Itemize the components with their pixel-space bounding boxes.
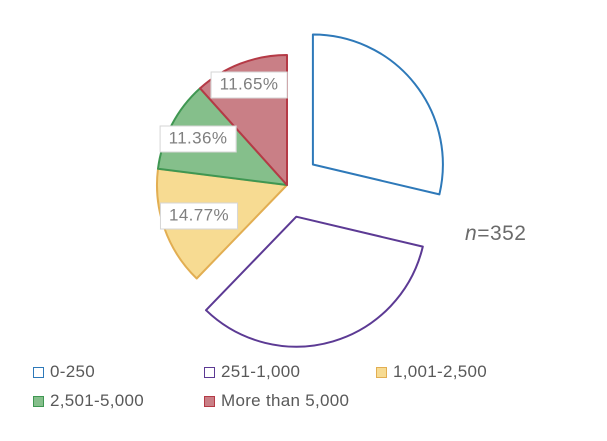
- legend-label-0-250: 0-250: [50, 362, 95, 381]
- legend: 0-250 251-1,000 1,001-2,500 2,501-5,000 More…: [33, 362, 593, 411]
- legend-item-1-001-2-500: 1,001-2,500: [376, 362, 593, 382]
- legend-label-1-001-2-500: 1,001-2,500: [393, 362, 488, 381]
- pie-slice-251-1-000: [205, 215, 424, 348]
- legend-swatch-more-than-5-000: [204, 395, 215, 407]
- sample-size-annotation: n=352: [465, 222, 527, 246]
- data-label-1-001-2-500: 14.77%: [159, 202, 239, 230]
- legend-swatch-1-001-2-500: [376, 366, 387, 378]
- data-label-2-501-5-000: 11.36%: [159, 125, 237, 153]
- n-value: =352: [477, 222, 527, 245]
- data-label-more-than-5-000: 11.65%: [210, 71, 288, 99]
- pie-slice-0-250: [311, 33, 444, 196]
- legend-swatch-0-250: [33, 366, 44, 378]
- n-symbol: n: [465, 222, 478, 245]
- legend-label-more-than-5-000: More than 5,000: [221, 391, 350, 410]
- legend-swatch-251-1-000: [204, 366, 215, 378]
- legend-label-251-1-000: 251-1,000: [221, 362, 301, 381]
- legend-item-2-501-5-000: 2,501-5,000: [33, 391, 204, 411]
- legend-item-251-1-000: 251-1,000: [204, 362, 376, 382]
- legend-label-2-501-5-000: 2,501-5,000: [50, 391, 145, 410]
- legend-item-more-than-5-000: More than 5,000: [204, 391, 376, 411]
- legend-item-0-250: 0-250: [33, 362, 204, 382]
- legend-swatch-2-501-5-000: [33, 395, 44, 407]
